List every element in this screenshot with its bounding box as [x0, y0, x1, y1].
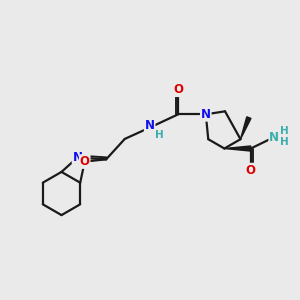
Text: H: H — [280, 125, 289, 136]
Polygon shape — [241, 117, 251, 139]
Text: N: N — [269, 130, 279, 144]
Polygon shape — [224, 146, 251, 151]
Text: N: N — [145, 119, 155, 132]
Text: N: N — [73, 151, 82, 164]
Text: H: H — [280, 136, 289, 147]
Text: H: H — [154, 130, 164, 140]
Text: O: O — [246, 164, 256, 177]
Text: N: N — [201, 108, 211, 121]
Text: O: O — [80, 155, 90, 168]
Text: O: O — [173, 83, 183, 96]
